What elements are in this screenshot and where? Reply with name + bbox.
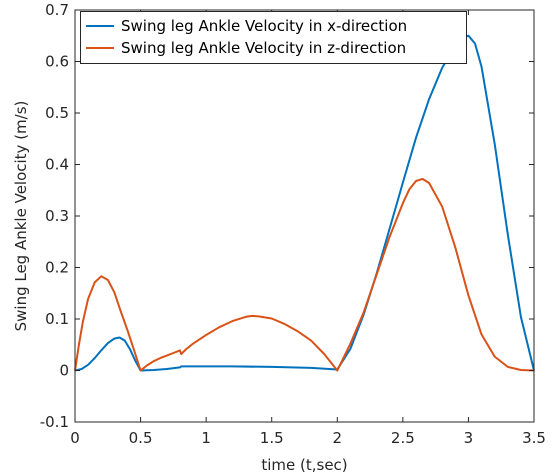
y-tick-label: 0.2	[45, 259, 69, 277]
y-tick-label: 0	[59, 362, 69, 380]
legend: Swing leg Ankle Velocity in x-direction …	[80, 11, 467, 64]
x-tick-label: 0.5	[129, 429, 153, 447]
x-tick-label: 0	[70, 429, 80, 447]
x-tick-label: 1	[201, 429, 211, 447]
y-tick-label: 0.3	[45, 207, 69, 225]
series-layer	[74, 34, 535, 372]
plot-area	[75, 10, 534, 422]
legend-box	[80, 11, 467, 64]
y-tick-label: 0.6	[45, 53, 69, 71]
legend-label-x: Swing leg Ankle Velocity in x-direction	[121, 17, 407, 35]
series-line-0	[74, 34, 535, 372]
y-tick-label: -0.1	[40, 413, 69, 431]
x-tick-label: 3.5	[522, 429, 546, 447]
x-tick-label: 2	[333, 429, 343, 447]
legend-label-z: Swing leg Ankle Velocity in z-direction	[121, 39, 406, 57]
ticks-layer: 0 0.5 1 1.5 2 2.5 3 3.5-0.100.10.20.30.40.50.60…	[40, 1, 546, 447]
y-tick-label: 0.5	[45, 104, 69, 122]
x-tick-label: 1.5	[260, 429, 284, 447]
y-tick-label: 0.1	[45, 310, 69, 328]
x-tick-label: 2.5	[391, 429, 415, 447]
y-axis-label: Swing Leg Ankle Velocity (m/s)	[12, 101, 30, 332]
series-line-1	[74, 177, 535, 372]
x-axis-label: time (t,sec)	[261, 456, 347, 474]
x-tick-label: 3	[464, 429, 474, 447]
y-tick-label: 0.4	[45, 156, 69, 174]
y-tick-label: 0.7	[45, 1, 69, 19]
